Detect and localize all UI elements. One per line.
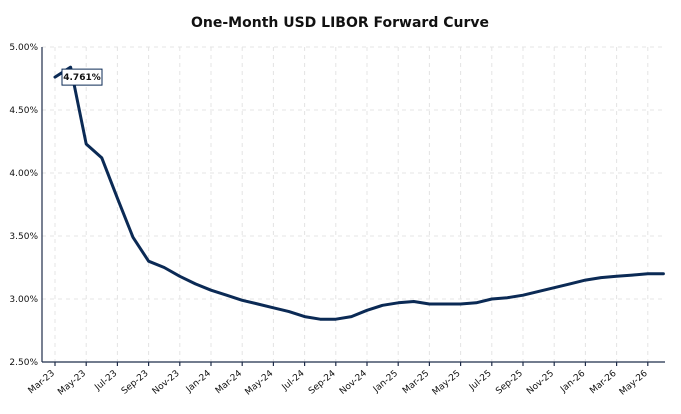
x-tick-label: Mar-23 (27, 369, 57, 397)
data-point (475, 301, 478, 304)
data-point (69, 65, 72, 69)
data-point (178, 275, 181, 278)
data-point (428, 302, 431, 306)
x-tick-label: Jul-24 (280, 368, 307, 393)
data-point (537, 290, 540, 293)
data-point (53, 75, 57, 79)
data-point (303, 315, 306, 318)
x-tick-label: May-25 (431, 369, 463, 398)
y-tick-label: 4.50% (9, 106, 38, 116)
data-point (443, 302, 447, 306)
x-tick-label: Nov-24 (338, 368, 369, 396)
data-point (631, 273, 634, 277)
data-point (209, 288, 213, 292)
y-tick-label: 5.00% (9, 43, 38, 53)
y-tick-label: 4.00% (9, 169, 38, 179)
axis-layer (41, 47, 665, 366)
x-tick-label: Jan-25 (371, 369, 400, 396)
x-tick-label: Jan-26 (558, 368, 587, 395)
y-tick-label: 3.50% (9, 232, 38, 242)
data-point (163, 266, 166, 269)
x-tick-label: May-26 (618, 368, 650, 397)
data-point (287, 310, 291, 313)
data-point (521, 294, 525, 297)
annotation-label: 4.761% (63, 73, 101, 83)
x-tick-label: May-23 (56, 369, 88, 398)
series-line (53, 65, 665, 321)
data-point (553, 286, 556, 289)
data-point (147, 260, 150, 263)
data-point (584, 278, 587, 282)
data-point (131, 236, 135, 239)
y-tick-label: 3.00% (9, 295, 38, 305)
x-tick-label: Mar-26 (588, 368, 618, 396)
series-layer (53, 65, 665, 321)
data-point (412, 300, 415, 303)
x-tick-label: Nov-25 (525, 369, 556, 397)
y-tick-label: 2.50% (9, 358, 38, 368)
x-tick-label: Sep-24 (307, 368, 338, 396)
data-point (599, 276, 603, 279)
data-point (459, 302, 462, 306)
data-point (100, 156, 104, 160)
data-point (350, 315, 353, 318)
data-point (256, 302, 259, 306)
data-point (662, 272, 665, 275)
x-tick-label: Jan-24 (184, 368, 213, 395)
data-point (381, 304, 384, 307)
annotation-box (61, 68, 103, 86)
data-point (490, 297, 493, 301)
data-point (334, 317, 337, 321)
chart-title: One-Month USD LIBOR Forward Curve (191, 15, 489, 31)
data-point (397, 301, 400, 304)
data-point (194, 282, 197, 286)
data-point (365, 309, 369, 312)
data-point (225, 294, 228, 297)
x-tick-label: Jul-23 (93, 369, 120, 394)
data-point (646, 272, 649, 275)
x-tick-label: May-24 (244, 368, 276, 397)
x-tick-label: Sep-23 (120, 369, 151, 397)
data-point (615, 275, 618, 278)
x-tick-label: Mar-24 (214, 368, 244, 396)
data-point (319, 317, 322, 321)
data-point (506, 296, 509, 299)
data-point (272, 306, 275, 310)
data-point (116, 197, 119, 200)
data-point (85, 142, 88, 146)
x-tick-label: Jul-25 (467, 369, 494, 394)
x-tick-label: Mar-25 (401, 369, 431, 397)
x-tick-label: Nov-23 (151, 369, 182, 397)
data-point (568, 282, 571, 286)
x-tick-label: Sep-25 (494, 369, 525, 397)
data-point (241, 299, 244, 302)
